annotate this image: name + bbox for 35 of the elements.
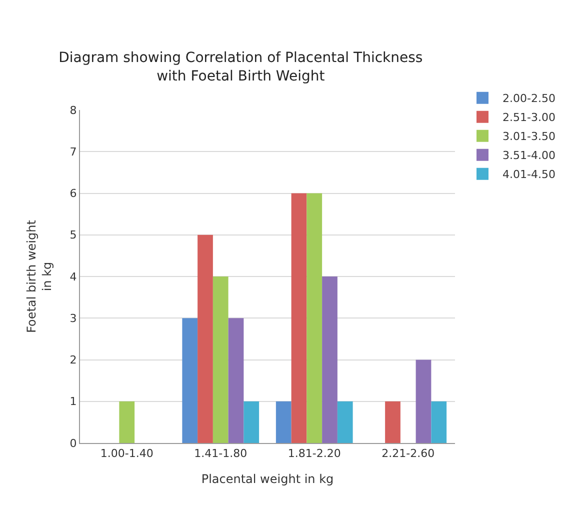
legend-label: 4.01-4.50 xyxy=(502,168,556,182)
y-tick-label: 7 xyxy=(70,145,77,158)
bar xyxy=(244,401,260,443)
bar xyxy=(119,401,135,443)
bar xyxy=(337,401,353,443)
y-tick-label: 4 xyxy=(70,270,77,284)
x-tick-label: 1.81-2.20 xyxy=(288,447,341,460)
y-tick-label: 0 xyxy=(70,436,77,450)
y-tick-label: 5 xyxy=(70,228,77,242)
y-tick-label: 1 xyxy=(70,395,77,408)
bar xyxy=(198,234,213,443)
y-tick-label: 3 xyxy=(70,312,77,325)
bar xyxy=(228,318,244,443)
x-tick-label: 1.00-1.40 xyxy=(100,447,154,460)
y-tick-label: 8 xyxy=(70,104,77,117)
legend-label: 2.51-3.00 xyxy=(502,111,556,124)
bar xyxy=(212,276,228,443)
x-tick-label: 1.41-1.80 xyxy=(194,447,248,460)
bar xyxy=(416,360,432,443)
y-tick-label: 2 xyxy=(70,354,77,367)
legend-label: 3.01-3.50 xyxy=(502,130,556,144)
legend-label: 3.51-4.00 xyxy=(502,149,556,162)
bar xyxy=(322,276,338,443)
chart-title: Diagram showing Correlation of Placental Thickness with Foetal Birth Weight xyxy=(58,50,423,84)
bar xyxy=(276,401,292,443)
y-axis-title: Foetal birth weight in kg xyxy=(24,220,54,333)
bar xyxy=(306,193,322,443)
bar xyxy=(385,401,400,443)
x-axis-title: Placental weight in kg xyxy=(201,472,334,486)
legend-label: 2.00-2.50 xyxy=(502,92,556,106)
y-tick-label: 6 xyxy=(70,187,77,200)
bar xyxy=(431,401,447,443)
x-tick-label: 2.21-2.60 xyxy=(382,447,435,460)
bar xyxy=(291,193,307,443)
bar xyxy=(182,318,198,443)
